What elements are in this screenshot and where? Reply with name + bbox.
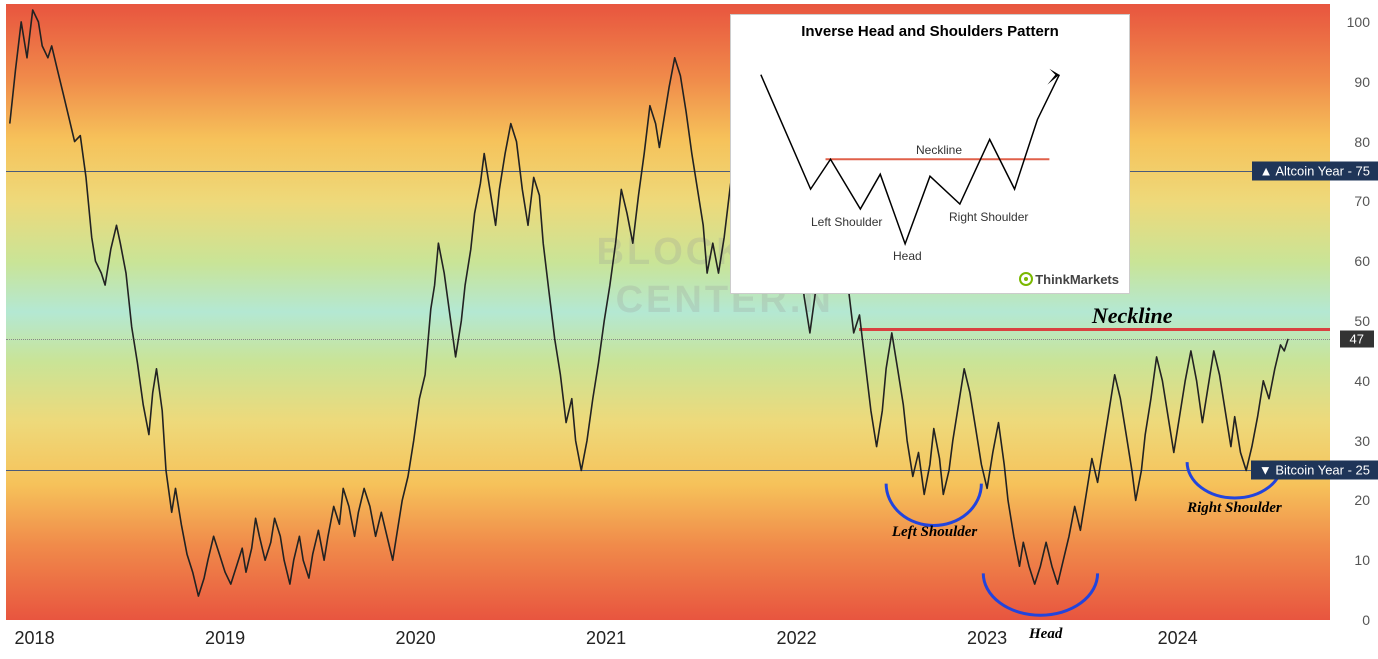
current-value-marker: 47 [1340,330,1374,347]
left-shoulder-label: Left Shoulder [892,524,977,541]
y-tick: 90 [1354,74,1370,90]
y-tick: 0 [1362,612,1370,628]
y-tick: 10 [1354,552,1370,568]
y-tick: 50 [1354,313,1370,329]
x-axis: 2018 2019 2020 2021 2022 2023 2024 [6,620,1330,659]
chart-container: BLOCKCHA CENTER.N Neckline Left Shoulder… [0,0,1378,659]
y-axis: 0102030405060708090100 [1330,4,1378,620]
neckline-label: Neckline [1092,303,1173,329]
x-tick: 2019 [205,628,245,649]
y-tick: 40 [1354,373,1370,389]
y-tick: 70 [1354,193,1370,209]
logo-icon [1019,272,1033,286]
thinkmarkets-logo: ThinkMarkets [1019,272,1119,287]
y-tick: 20 [1354,492,1370,508]
pattern-inset: Inverse Head and Shoulders Pattern Neckl… [730,14,1130,294]
x-tick: 2020 [396,628,436,649]
x-tick: 2018 [15,628,55,649]
inset-right-shoulder-label: Right Shoulder [949,210,1028,224]
y-tick: 60 [1354,253,1370,269]
inset-neckline-label: Neckline [916,143,962,157]
x-tick: 2024 [1158,628,1198,649]
inset-left-shoulder-label: Left Shoulder [811,215,882,229]
altcoin-year-marker: ▲ Altcoin Year - 75 [1252,162,1378,181]
y-tick: 80 [1354,134,1370,150]
y-tick: 30 [1354,433,1370,449]
x-tick: 2021 [586,628,626,649]
plot-area: BLOCKCHA CENTER.N Neckline Left Shoulder… [6,4,1330,620]
x-tick: 2022 [777,628,817,649]
right-shoulder-label: Right Shoulder [1187,500,1282,517]
bitcoin-year-marker: ▼ Bitcoin Year - 25 [1251,461,1378,480]
inset-head-label: Head [893,249,922,263]
y-tick: 100 [1347,14,1370,30]
x-tick: 2023 [967,628,1007,649]
